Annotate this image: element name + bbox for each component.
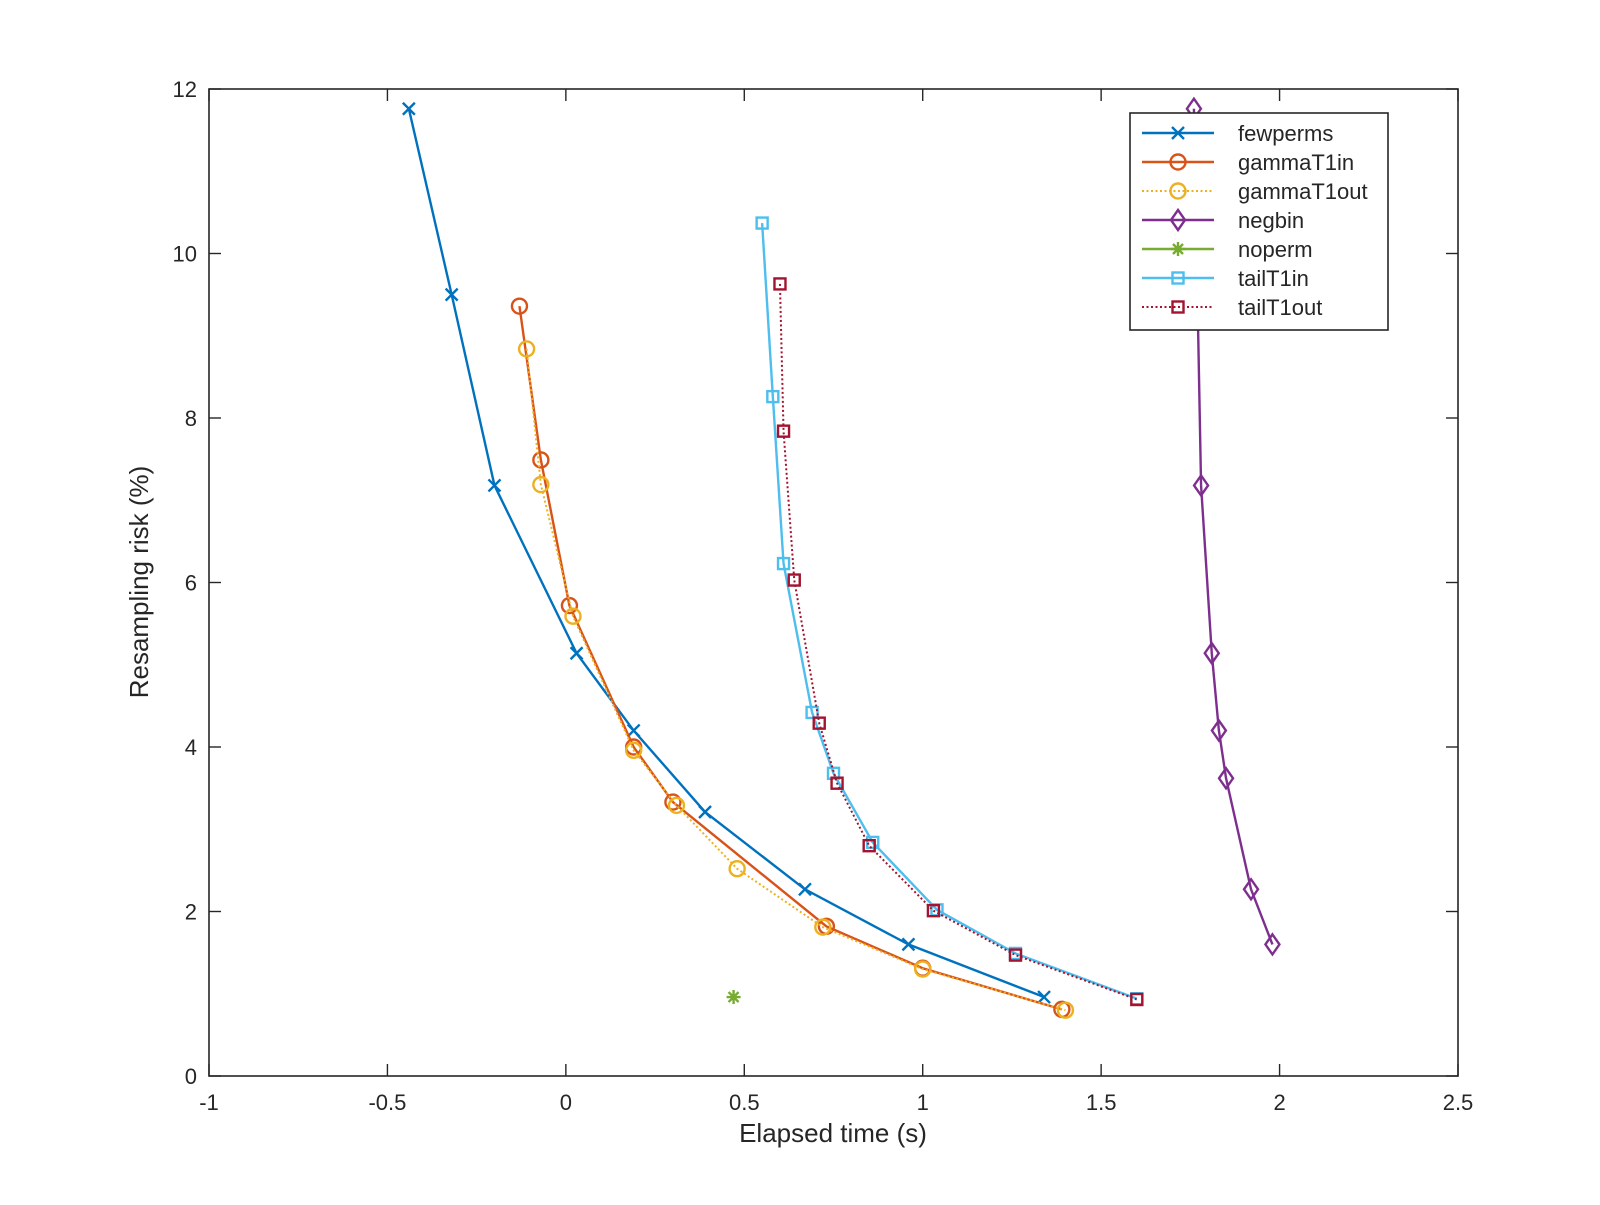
- data-point: [1192, 473, 1210, 498]
- data-point: [862, 839, 876, 853]
- data-point: [564, 607, 582, 625]
- legend-entry-gammaT1out: gammaT1out: [1142, 179, 1368, 204]
- data-point: [1242, 877, 1260, 902]
- y-tick-label: 0: [185, 1064, 197, 1089]
- data-point: [698, 805, 712, 819]
- data-point: [667, 796, 686, 815]
- y-tick-label: 4: [185, 735, 197, 760]
- data-point: [787, 573, 801, 587]
- data-point: [1169, 182, 1187, 200]
- legend-entry-negbin: negbin: [1142, 207, 1304, 233]
- series-line: [1192, 108, 1274, 945]
- y-tick-label: 10: [173, 242, 197, 267]
- axes-box: [208, 88, 1459, 1077]
- series-noperm: [726, 990, 741, 1005]
- data-point: [1169, 207, 1187, 233]
- data-point: [532, 475, 550, 494]
- x-tick-label: 2: [1273, 1090, 1285, 1115]
- x-tick-label: 0: [560, 1090, 572, 1115]
- legend-label: gammaT1out: [1238, 179, 1368, 204]
- data-point: [401, 101, 416, 116]
- data-point: [726, 990, 741, 1005]
- y-tick-label: 8: [185, 406, 197, 431]
- x-axis-label: Elapsed time (s): [739, 1118, 927, 1148]
- data-point: [1203, 641, 1221, 666]
- x-tick-label: 1.5: [1086, 1090, 1117, 1115]
- data-point: [1056, 1001, 1075, 1019]
- data-point: [1008, 948, 1023, 962]
- data-point: [624, 741, 643, 759]
- data-point: [773, 277, 787, 291]
- data-point: [1130, 992, 1144, 1007]
- data-point: [901, 937, 916, 952]
- y-tick-label: 12: [173, 77, 197, 102]
- series-line: [778, 283, 1138, 1001]
- data-point: [1171, 242, 1185, 256]
- series-line: [760, 222, 1138, 1000]
- x-tick-label: 2.5: [1443, 1090, 1474, 1115]
- data-point: [830, 776, 844, 790]
- axis-ticks: -1 -0.5 0 0.5 1 1.5 2 2.5 0 2 4 6 8 10 12: [173, 77, 1474, 1115]
- data-point: [926, 903, 941, 918]
- data-point: [805, 705, 819, 720]
- x-tick-label: 1: [917, 1090, 929, 1115]
- data-point: [1210, 718, 1228, 743]
- legend-label: tailT1in: [1238, 266, 1309, 291]
- data-point: [814, 918, 832, 936]
- data-point: [1217, 766, 1235, 791]
- data-point: [664, 793, 682, 811]
- legend-label: tailT1out: [1238, 295, 1322, 320]
- data-point: [866, 835, 880, 850]
- data-point: [510, 297, 529, 315]
- y-tick-label: 2: [185, 900, 197, 925]
- data-point: [532, 451, 550, 469]
- data-point: [776, 424, 791, 438]
- series-fewperms: [401, 101, 1051, 1004]
- data-point: [1171, 271, 1185, 285]
- data-point: [444, 287, 459, 302]
- legend-label: noperm: [1238, 237, 1313, 262]
- data-point: [728, 860, 746, 878]
- data-point: [1171, 300, 1185, 314]
- data-point: [1263, 932, 1281, 957]
- data-point: [487, 478, 502, 493]
- series-line: [525, 348, 1066, 1012]
- legend-label: negbin: [1238, 208, 1304, 233]
- legend-entry-fewperms: fewperms: [1142, 121, 1333, 146]
- data-point: [626, 723, 641, 738]
- data-point: [766, 389, 780, 404]
- legend-entry-noperm: noperm: [1142, 237, 1313, 262]
- legend-entry-gammaT1in: gammaT1in: [1142, 150, 1354, 175]
- data-point: [1169, 153, 1187, 171]
- legend-entry-tailT1in: tailT1in: [1142, 266, 1309, 291]
- data-point: [914, 960, 932, 978]
- data-point: [1171, 126, 1185, 140]
- data-point: [776, 556, 791, 571]
- data-point: [755, 216, 769, 230]
- y-tick-label: 6: [185, 571, 197, 596]
- data-point: [1037, 990, 1051, 1004]
- data-point: [798, 882, 812, 897]
- legend: fewperms gammaT1in gammaT1out negbin noperm t…: [1129, 112, 1389, 331]
- x-tick-label: -1: [199, 1090, 219, 1115]
- y-axis-label: Resampling risk (%): [124, 466, 154, 699]
- data-point: [517, 340, 536, 358]
- legend-label: fewperms: [1238, 121, 1333, 146]
- x-tick-label: -0.5: [368, 1090, 406, 1115]
- series-gammaT1out: [517, 340, 1075, 1019]
- legend-entry-tailT1out: tailT1out: [1142, 295, 1322, 320]
- data-point: [569, 646, 584, 661]
- series-layer: [401, 96, 1281, 1019]
- data-point: [812, 716, 826, 730]
- series-tailT1out: [773, 277, 1144, 1007]
- legend-label: gammaT1in: [1238, 150, 1354, 175]
- x-tick-label: 0.5: [729, 1090, 760, 1115]
